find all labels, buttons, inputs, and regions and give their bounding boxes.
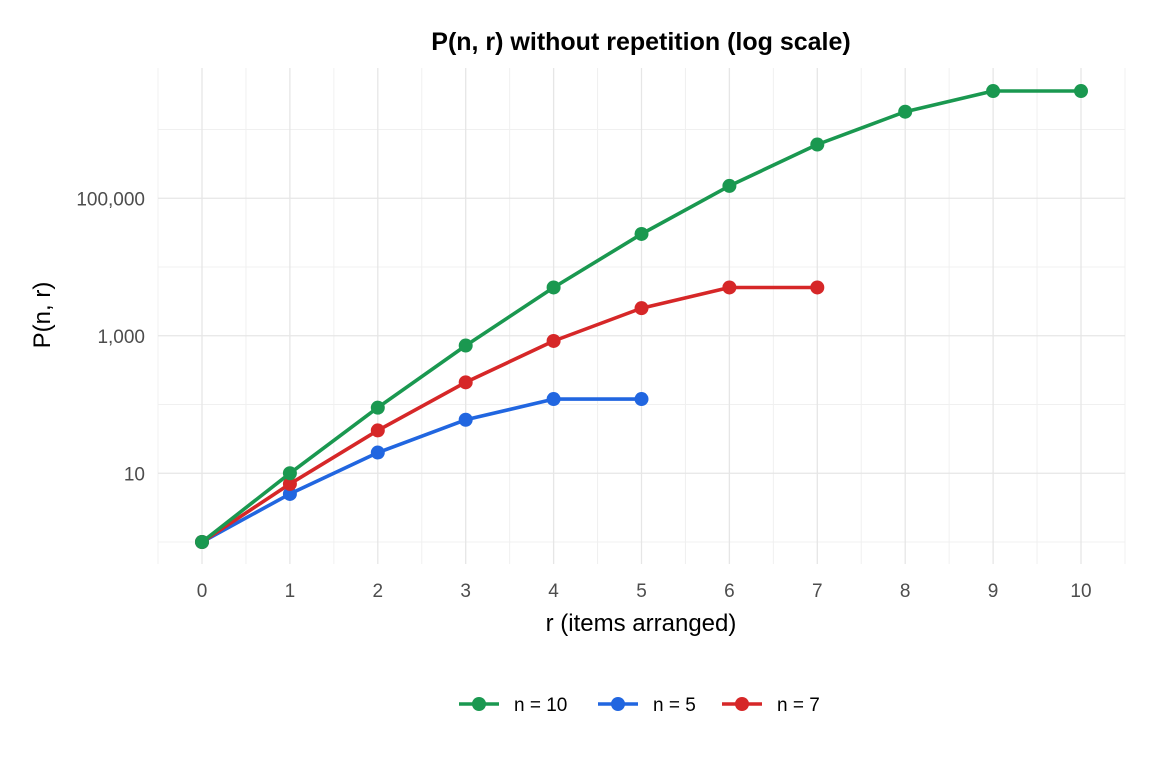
chart-title: P(n, r) without repetition (log scale) (431, 28, 850, 56)
legend-label: n = 7 (777, 695, 820, 716)
x-tick-label: 9 (988, 581, 999, 602)
x-tick-label: 5 (636, 581, 647, 602)
legend-item-n-7: n = 7 (722, 695, 820, 716)
data-point-n-5 (634, 392, 649, 407)
x-axis-title: r (items arranged) (546, 610, 737, 637)
x-tick-label: 6 (724, 581, 735, 602)
data-point-n-10 (195, 535, 209, 549)
data-point-n-5 (546, 392, 561, 407)
data-point-n-7 (546, 333, 561, 348)
data-point-n-10 (986, 84, 1001, 99)
legend: n = 10 n = 5 n = 7 (459, 695, 820, 716)
data-point-n-7 (370, 423, 385, 438)
x-tick-label: 3 (460, 581, 471, 602)
data-point-n-10 (898, 104, 913, 119)
series-line-n-7 (200, 285, 820, 544)
data-point-n-7 (282, 476, 297, 491)
series-n-10 (195, 84, 1088, 549)
legend-key-point (611, 697, 625, 711)
y-tick-label: 100,000 (76, 189, 145, 210)
x-tick-label: 2 (373, 581, 384, 602)
data-point-n-5 (370, 445, 385, 460)
x-tick-label: 1 (285, 581, 296, 602)
data-point-n-10 (282, 466, 297, 481)
data-point-n-10 (370, 400, 385, 415)
data-point-n-10 (546, 280, 561, 295)
data-point-n-10 (810, 137, 825, 152)
x-tick-label: 4 (548, 581, 559, 602)
data-point-n-10 (458, 338, 473, 353)
y-axis-title: P(n, r) (29, 282, 56, 349)
legend-item-n-5: n = 5 (598, 695, 696, 716)
data-point-n-10 (1074, 84, 1088, 99)
data-point-n-7 (634, 301, 649, 316)
x-tick-label: 10 (1070, 581, 1091, 602)
data-point-n-5 (458, 412, 473, 427)
x-axis-ticks: 0 1 2 3 4 5 6 7 8 9 10 (197, 581, 1092, 602)
data-point-n-7 (458, 375, 473, 390)
data-point-n-10 (634, 226, 649, 241)
x-tick-label: 8 (900, 581, 911, 602)
y-tick-label: 1,000 (97, 327, 145, 348)
data-point-n-5 (282, 486, 297, 501)
legend-item-n-10: n = 10 (459, 695, 567, 716)
data-point-n-7 (722, 280, 737, 295)
y-axis-ticks: 10 1,000 100,000 (76, 189, 145, 485)
series-layer (195, 84, 1088, 549)
data-point-n-7 (810, 280, 825, 295)
series-n-7 (195, 280, 825, 549)
legend-key-point (472, 697, 486, 711)
legend-key-point (735, 697, 749, 711)
x-tick-label: 7 (812, 581, 823, 602)
legend-label: n = 5 (653, 695, 696, 716)
data-point-n-10 (722, 178, 737, 193)
series-line-n-5 (200, 397, 644, 544)
y-tick-label: 10 (124, 464, 145, 485)
legend-label: n = 10 (514, 695, 567, 716)
x-tick-label: 0 (197, 581, 208, 602)
